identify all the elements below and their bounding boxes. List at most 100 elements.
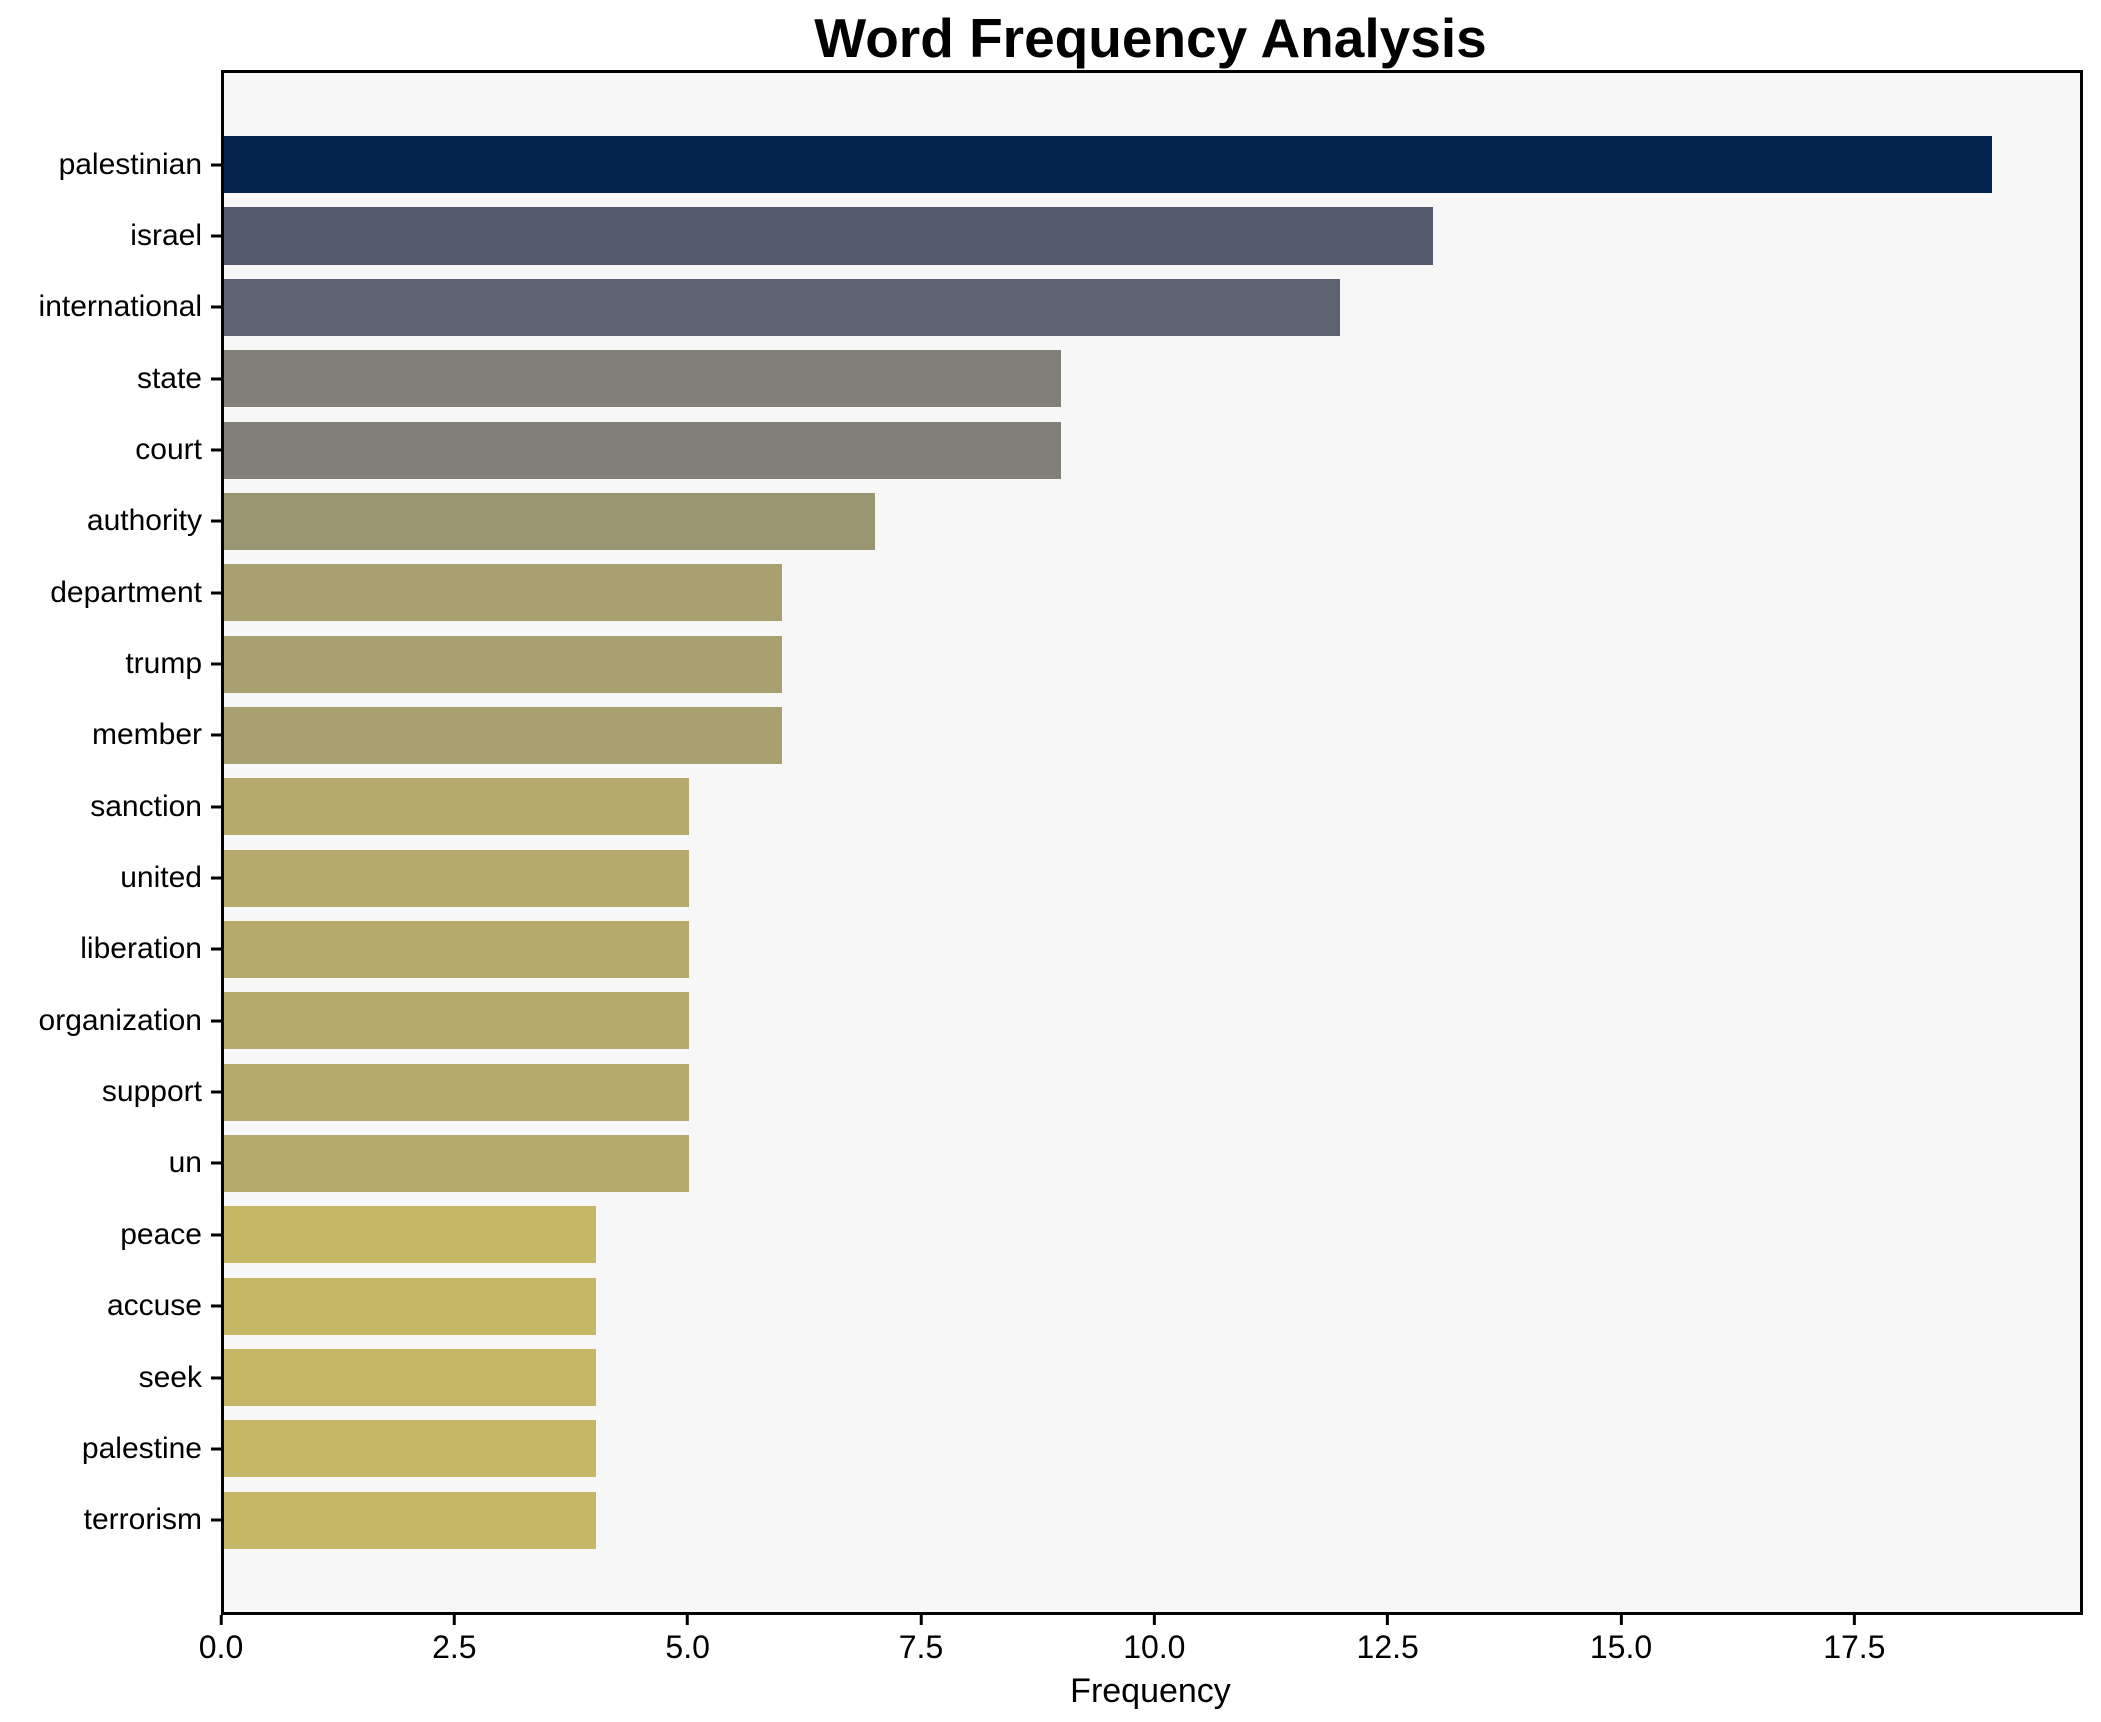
y-tick-mark (211, 234, 221, 238)
y-tick-label-palestine: palestine (81, 1431, 202, 1465)
y-tick-mark (211, 1161, 221, 1165)
y-tick-mark (211, 805, 221, 809)
y-tick-mark (211, 1376, 221, 1380)
bar-authority (224, 492, 876, 550)
bar-department (224, 564, 783, 622)
bar-row: court (135, 414, 2080, 485)
bar-liberation (224, 920, 690, 978)
y-tick-mark (211, 1304, 221, 1308)
y-tick-label-peace: peace (120, 1217, 202, 1251)
bar-row: seek (139, 1342, 2080, 1413)
bar-row: peace (120, 1199, 2080, 1270)
bar-israel (224, 207, 1434, 265)
x-tick-label: 17.5 (1823, 1629, 1886, 1665)
y-tick-label-israel: israel (130, 219, 202, 253)
bar-row: sanction (90, 771, 2080, 842)
bar-row: un (169, 1128, 2080, 1199)
chart-title: Word Frequency Analysis (814, 7, 1487, 69)
bar-palestinian (224, 136, 1992, 194)
y-tick-mark (211, 448, 221, 452)
y-tick-label-seek: seek (138, 1360, 202, 1394)
y-tick-label-sanction: sanction (90, 789, 202, 823)
bar-row: state (137, 343, 2080, 414)
bar-peace (224, 1206, 597, 1264)
x-tick-label: 15.0 (1589, 1629, 1653, 1665)
bar-row: organization (39, 985, 2080, 1056)
bar-row: palestinian (59, 129, 2080, 200)
bar-row: authority (87, 486, 2080, 557)
y-tick-label-international: international (38, 290, 202, 324)
plot-area: palestinian israel international state court… (39, 70, 2083, 1615)
x-tick-10.0: 10.0 (1123, 1615, 1185, 1663)
y-tick-mark (211, 163, 221, 167)
bar-un (224, 1134, 690, 1192)
bar-row: international (39, 272, 2080, 343)
bar-united (224, 849, 690, 907)
y-tick-label-department: department (50, 575, 202, 609)
bar-row: accuse (107, 1271, 2080, 1342)
y-tick-mark (211, 1019, 221, 1023)
bar-row: united (120, 842, 2080, 913)
x-tick-mark (1386, 1615, 1390, 1625)
y-tick-label-palestinian: palestinian (58, 147, 202, 181)
bar-support (224, 1063, 690, 1121)
y-tick-label-accuse: accuse (106, 1289, 202, 1323)
bar-row: support (102, 1056, 2080, 1127)
y-tick-label-un: un (168, 1146, 202, 1180)
y-tick-label-authority: authority (86, 504, 202, 538)
x-tick-mark (1619, 1615, 1623, 1625)
x-tick-label: 7.5 (898, 1629, 944, 1665)
x-tick-mark (452, 1615, 456, 1625)
y-tick-mark (211, 519, 221, 523)
bar-row: department (50, 557, 2080, 628)
bar-row: member (92, 700, 2080, 771)
x-axis-label: Frequency (1070, 1672, 1231, 1710)
x-tick-0.0: 0.0 (199, 1615, 243, 1663)
x-tick-12.5: 12.5 (1357, 1615, 1419, 1663)
x-tick-5.0: 5.0 (665, 1615, 710, 1665)
y-tick-label-trump: trump (125, 647, 202, 681)
y-tick-mark (211, 947, 221, 951)
x-tick-label: 5.0 (665, 1629, 710, 1665)
bars-container: palestinian israel international state court… (39, 73, 2080, 1612)
y-tick-label-court: court (135, 433, 202, 467)
y-tick-mark (211, 1518, 221, 1522)
y-tick-label-member: member (91, 718, 202, 752)
y-tick-mark (211, 662, 221, 666)
x-tick-2.5: 2.5 (432, 1615, 477, 1665)
bar-sanction (224, 778, 690, 836)
bar-row: israel (130, 200, 2080, 271)
x-tick-label: 10.0 (1123, 1629, 1186, 1665)
bar-row: palestine (82, 1413, 2080, 1484)
bar-palestine (224, 1420, 597, 1478)
bar-accuse (224, 1277, 597, 1335)
x-tick-15.0: 15.0 (1590, 1615, 1652, 1663)
bar-row: terrorism (84, 1485, 2080, 1556)
x-tick-mark (1852, 1615, 1856, 1625)
y-tick-mark (211, 876, 221, 880)
bar-row: trump (125, 628, 2080, 699)
bar-row: liberation (80, 914, 2080, 985)
y-tick-label-terrorism: terrorism (83, 1503, 202, 1537)
x-tick-label: 2.5 (432, 1629, 477, 1665)
x-tick-mark (919, 1615, 923, 1625)
y-tick-label-support: support (101, 1075, 202, 1109)
bar-member (224, 706, 783, 764)
x-axis: 0.0 2.5 5.0 7.5 10.0 12.5 15.0 17.5 (199, 1615, 2083, 1685)
y-tick-label-organization: organization (38, 1003, 202, 1037)
y-tick-mark (211, 1447, 221, 1451)
bar-terrorism (224, 1491, 597, 1549)
x-tick-7.5: 7.5 (899, 1615, 943, 1663)
x-tick-mark (686, 1615, 690, 1625)
y-tick-mark (211, 1090, 221, 1094)
y-tick-mark (211, 591, 221, 595)
bar-court (224, 421, 1062, 479)
y-tick-mark (211, 305, 221, 309)
y-tick-mark (211, 1233, 221, 1237)
y-tick-mark (211, 377, 221, 381)
bar-seek (224, 1348, 597, 1407)
y-tick-mark (211, 733, 221, 737)
x-tick-label: 12.5 (1356, 1629, 1419, 1665)
y-tick-label-state: state (136, 361, 202, 395)
